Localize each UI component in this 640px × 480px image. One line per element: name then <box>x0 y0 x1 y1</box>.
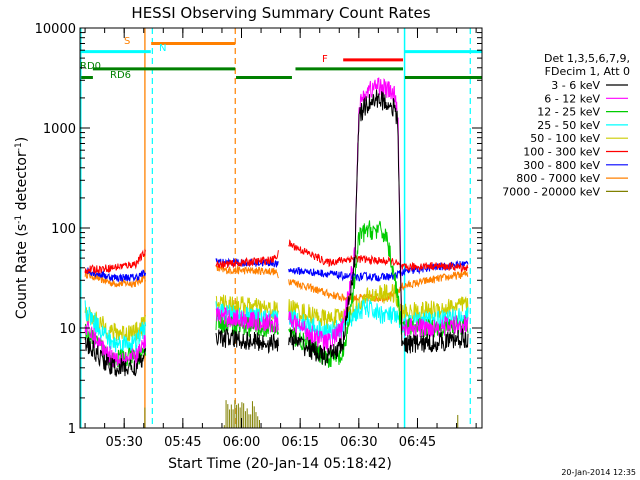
chart-title: HESSI Observing Summary Count Rates <box>131 4 430 22</box>
x-axis-label: Start Time (20-Jan-14 05:18:42) <box>168 456 392 472</box>
legend-header: Det 1,3,5,6,7,9, <box>544 52 630 65</box>
series-line <box>84 89 469 377</box>
legend-entry-label: 25 - 50 keV <box>537 119 600 132</box>
y-tick-label: 1000 <box>43 122 76 137</box>
legend-entry-label: 800 - 7000 keV <box>516 172 600 185</box>
x-tick-label: 05:45 <box>164 435 201 450</box>
legend-entry-label: 50 - 100 keV <box>530 132 600 145</box>
flag-label-f: F <box>322 54 328 65</box>
flag-label-s: S <box>124 36 130 47</box>
y-axis-label: Count Rate (s-1 detector-1) <box>14 137 30 319</box>
x-tick-label: 06:15 <box>281 435 318 450</box>
legend-header: FDecim 1, Att 0 <box>545 65 630 78</box>
series-line <box>84 239 469 275</box>
legend-entry-label: 12 - 25 keV <box>537 106 600 119</box>
legend-entry-label: 100 - 300 keV <box>523 146 600 159</box>
y-tick-label: 10000 <box>35 22 76 37</box>
legend-entry-label: 300 - 800 keV <box>523 159 600 172</box>
legend-entry-label: 7000 - 20000 keV <box>502 185 600 198</box>
y-tick-label: 1 <box>68 422 76 437</box>
x-tick-label: 05:30 <box>105 435 142 450</box>
plot-area <box>80 28 482 428</box>
flag-label-n: N <box>159 43 166 54</box>
flag-label-rd0: RD0 <box>80 61 101 72</box>
series-line <box>84 77 469 368</box>
x-tick-label: 06:30 <box>340 435 377 450</box>
flag-label-rd6: RD6 <box>110 70 131 81</box>
y-tick-label: 10 <box>59 322 76 337</box>
legend-entry-label: 3 - 6 keV <box>551 79 600 92</box>
legend-entry-label: 6 - 12 keV <box>544 92 600 105</box>
timestamp: 20-Jan-2014 12:35 <box>561 468 636 477</box>
x-tick-label: 06:00 <box>223 435 260 450</box>
x-tick-label: 06:45 <box>399 435 436 450</box>
y-tick-label: 100 <box>51 222 76 237</box>
